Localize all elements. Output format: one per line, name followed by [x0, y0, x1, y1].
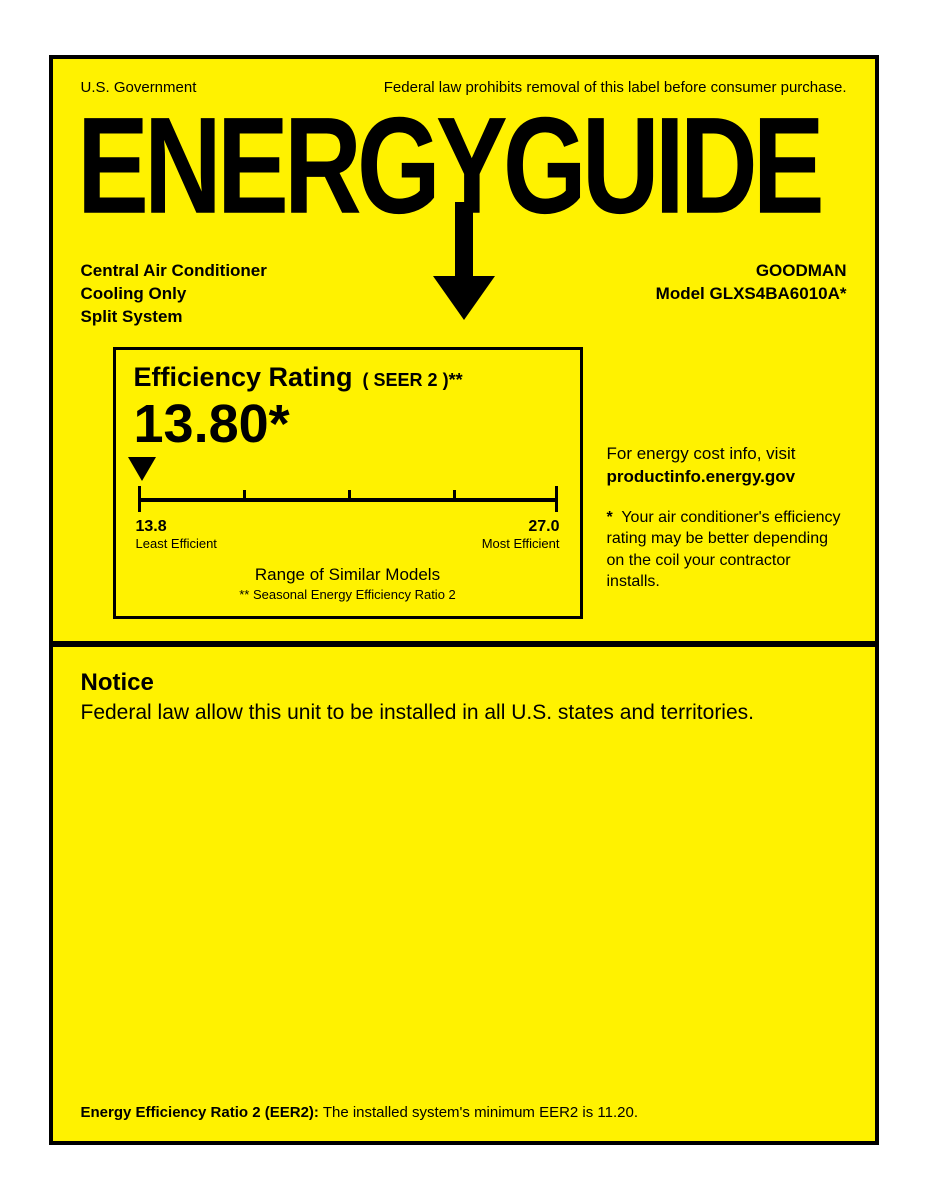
rating-title: Efficiency Rating: [134, 362, 353, 393]
scale-labels: 13.8 Least Efficient 27.0 Most Efficient: [136, 518, 560, 551]
disclaimer-text: Your air conditioner's efficiency rating…: [607, 509, 841, 591]
eer-line: Energy Efficiency Ratio 2 (EER2): The in…: [81, 1104, 847, 1121]
eer-text: The installed system's minimum EER2 is 1…: [323, 1104, 638, 1121]
efficiency-scale: [138, 486, 558, 516]
visit-url: productinfo.energy.gov: [607, 467, 796, 486]
rating-container: Efficiency Rating ( SEER 2 )** 13.80*: [81, 347, 847, 619]
energy-guide-label: U.S. Government Federal law prohibits re…: [49, 55, 879, 1145]
scale-pointer-icon: [128, 457, 156, 483]
scale-min-label: Least Efficient: [136, 536, 217, 551]
model-number: Model GLXS4BA6010A*: [656, 283, 847, 306]
rating-value: 13.80*: [134, 397, 562, 451]
product-model: GOODMAN Model GLXS4BA6010A*: [656, 260, 847, 329]
scale-min-value: 13.8: [136, 518, 217, 536]
eer-label: Energy Efficiency Ratio 2 (EER2):: [81, 1104, 319, 1121]
down-arrow-icon: [429, 202, 499, 322]
top-section: U.S. Government Federal law prohibits re…: [53, 59, 875, 647]
notice-title: Notice: [81, 669, 847, 697]
rating-subtitle: ( SEER 2 )**: [363, 370, 463, 391]
product-line-3: Split System: [81, 306, 267, 329]
side-info: For energy cost info, visit productinfo.…: [607, 347, 847, 593]
scale-max-value: 27.0: [482, 518, 560, 536]
product-line-2: Cooling Only: [81, 283, 267, 306]
brand-name: GOODMAN: [656, 260, 847, 283]
scale-caption: Range of Similar Models: [134, 565, 562, 585]
product-line-1: Central Air Conditioner: [81, 260, 267, 283]
bottom-section: Notice Federal law allow this unit to be…: [53, 647, 875, 1141]
notice-text: Federal law allow this unit to be instal…: [81, 701, 847, 725]
scale-max-label: Most Efficient: [482, 536, 560, 551]
efficiency-rating-box: Efficiency Rating ( SEER 2 )** 13.80*: [113, 347, 583, 619]
visit-intro: For energy cost info, visit: [607, 444, 796, 463]
logo-area: ENERGYGUIDE: [81, 102, 847, 220]
disclaimer-asterisk: *: [607, 509, 613, 526]
product-type: Central Air Conditioner Cooling Only Spl…: [81, 260, 267, 329]
scale-footnote: ** Seasonal Energy Efficiency Ratio 2: [134, 587, 562, 602]
